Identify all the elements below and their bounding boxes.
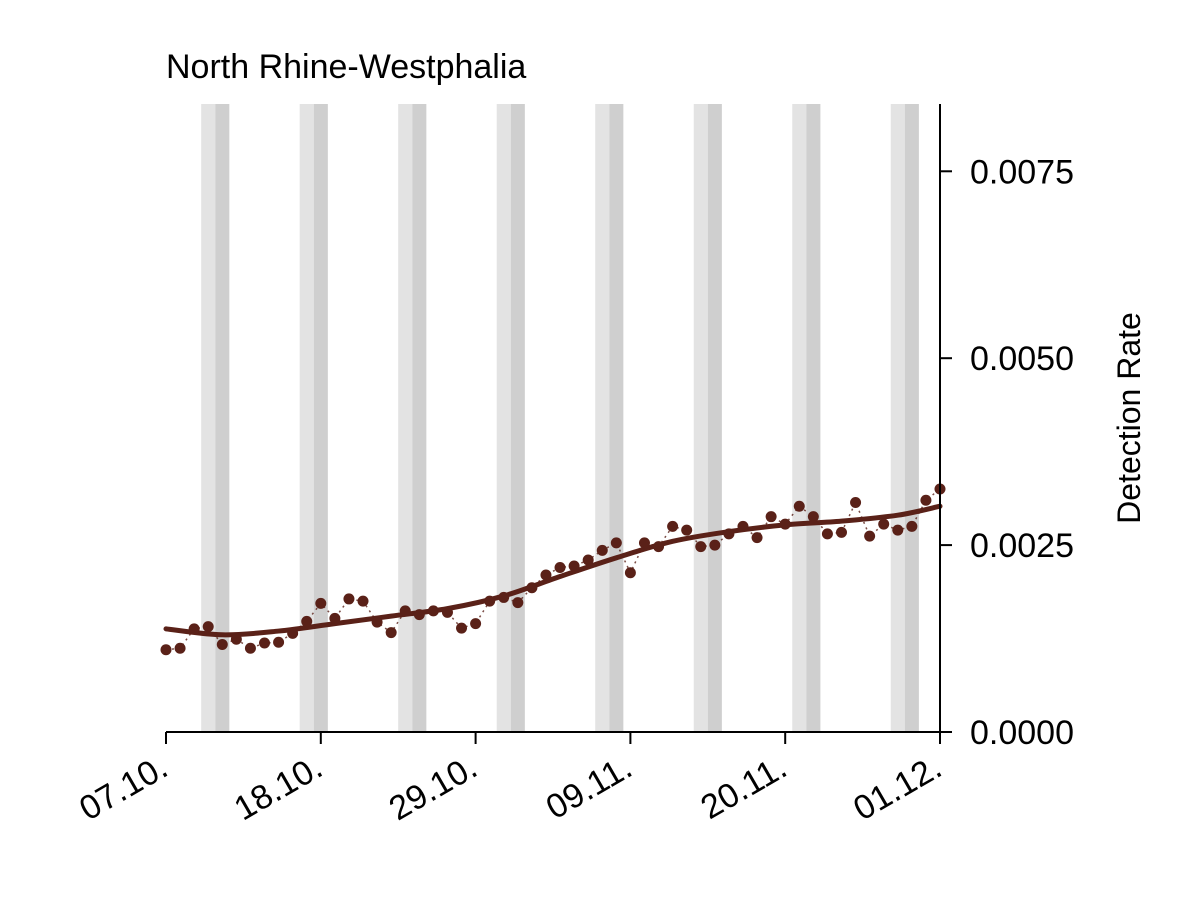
data-point [470, 618, 482, 630]
saturday-band [201, 104, 216, 732]
sunday-band [215, 104, 230, 732]
data-point [765, 511, 777, 523]
data-point [653, 541, 665, 553]
x-tick-label: 01.12. [847, 748, 948, 828]
data-point [737, 520, 749, 532]
data-point [610, 537, 622, 549]
data-point [807, 511, 819, 523]
data-point [864, 530, 876, 542]
sunday-band [412, 104, 427, 732]
saturday-band [299, 104, 314, 732]
data-point [596, 544, 608, 556]
data-point [273, 636, 285, 648]
sunday-band [313, 104, 328, 732]
data-point [357, 595, 369, 607]
data-point [329, 612, 341, 624]
data-point [456, 622, 468, 634]
data-point [779, 518, 791, 530]
data-point [892, 524, 904, 536]
data-point [230, 633, 242, 645]
sunday-band [806, 104, 821, 732]
data-point [216, 639, 228, 651]
data-point [244, 642, 256, 654]
data-point [723, 528, 735, 540]
data-point [188, 623, 200, 635]
data-point [582, 554, 594, 566]
data-point [906, 520, 918, 532]
chart-title: North Rhine-Westphalia [166, 48, 526, 86]
data-point [399, 605, 411, 617]
sunday-band [904, 104, 919, 732]
data-point [624, 567, 636, 579]
y-tick-label: 0.0025 [970, 527, 1074, 565]
data-point [512, 597, 524, 609]
data-point [751, 532, 763, 544]
saturday-band [792, 104, 807, 732]
data-point [413, 609, 425, 621]
weekend-shading [201, 104, 919, 732]
data-point [821, 528, 833, 540]
data-point [259, 637, 271, 649]
saturday-band [693, 104, 708, 732]
x-tick-label: 29.10. [383, 748, 484, 828]
sunday-band [609, 104, 624, 732]
data-point [427, 605, 439, 617]
x-tick-label: 09.11. [540, 748, 639, 827]
series-points-layer [160, 483, 946, 656]
data-point [315, 597, 327, 609]
saturday-band [595, 104, 610, 732]
data-point [920, 494, 932, 506]
data-point [371, 616, 383, 628]
data-point [498, 591, 510, 603]
data-point [385, 627, 397, 639]
saturday-band [890, 104, 905, 732]
data-point [850, 496, 862, 508]
data-point [638, 537, 650, 549]
data-point [540, 569, 552, 581]
y-tick-label: 0.0000 [970, 714, 1074, 752]
sunday-band [510, 104, 525, 732]
data-point [793, 500, 805, 512]
y-axis-label: Detection Rate [1111, 312, 1147, 524]
x-tick-label: 18.10. [228, 748, 329, 828]
data-point [681, 524, 693, 536]
data-point [526, 582, 538, 594]
data-point [441, 606, 453, 618]
data-point [202, 621, 214, 633]
data-point [878, 518, 890, 530]
data-point [301, 615, 313, 627]
y-tick-label: 0.0075 [970, 153, 1074, 191]
data-point [695, 541, 707, 553]
daily-values-line [165, 488, 941, 651]
data-point [174, 642, 186, 654]
sunday-band [707, 104, 722, 732]
data-point [484, 595, 496, 607]
data-point [709, 539, 721, 551]
data-point [343, 593, 355, 605]
data-point [835, 526, 847, 538]
y-tick-label: 0.0050 [970, 340, 1074, 378]
data-point [287, 627, 299, 639]
data-point [554, 562, 566, 574]
data-point [667, 520, 679, 532]
data-point [160, 644, 172, 656]
saturday-band [398, 104, 413, 732]
x-tick-label: 20.11. [695, 748, 794, 827]
data-point [568, 560, 580, 572]
saturday-band [496, 104, 511, 732]
x-tick-label: 07.10. [73, 748, 174, 828]
